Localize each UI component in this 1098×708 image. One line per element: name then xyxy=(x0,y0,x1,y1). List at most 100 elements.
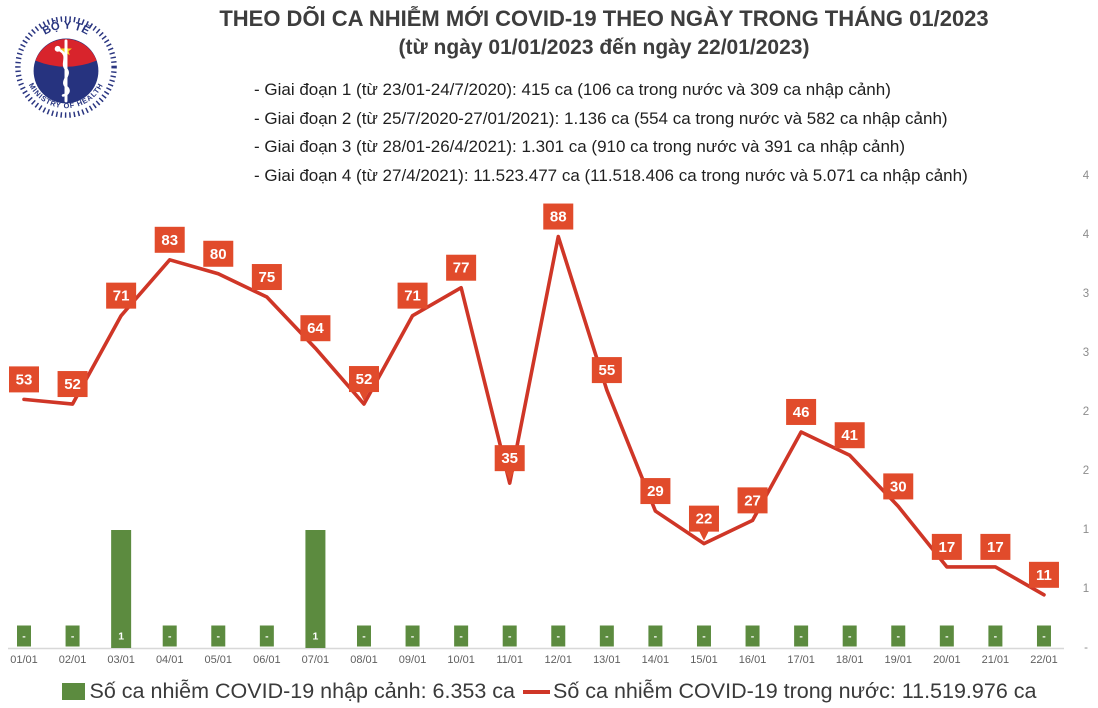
logo-snake-icon xyxy=(56,48,70,97)
stage-notes: - Giai đoạn 1 (từ 23/01-24/7/2020): 415 … xyxy=(254,76,968,190)
x-axis-label: 01/01 xyxy=(10,654,38,666)
data-label: 29 xyxy=(647,483,664,500)
x-axis-label: 08/01 xyxy=(350,654,378,666)
data-label-box xyxy=(543,203,574,230)
stage-note-3: - Giai đoạn 3 (từ 28/01-26/4/2021): 1.30… xyxy=(254,137,906,156)
page-title: THEO DÕI CA NHIỄM MỚI COVID-19 THEO NGÀY… xyxy=(219,6,989,31)
right-axis-label: - xyxy=(1084,642,1088,654)
data-label: 27 xyxy=(744,492,761,509)
data-label: 46 xyxy=(793,404,810,421)
data-label: 53 xyxy=(16,371,33,388)
ministry-of-health-logo: BỘ Y TẾ MINISTRY OF HEALTH xyxy=(15,16,117,118)
x-axis-label: 13/01 xyxy=(593,654,621,666)
right-axis-label: 1 xyxy=(1083,524,1089,536)
bar-label: 1 xyxy=(118,631,124,643)
data-label-pointer xyxy=(504,470,515,481)
legend-label-imported: Số ca nhiễm COVID-19 nhập cảnh: 6.353 ca xyxy=(89,679,516,703)
data-label-pointer xyxy=(698,530,709,541)
bar-label: - xyxy=(411,631,415,643)
bar xyxy=(305,530,326,648)
bar-zero-stub xyxy=(454,625,469,647)
bar-label: - xyxy=(508,631,512,643)
right-axis-label: 4 xyxy=(1083,170,1090,182)
x-axis-label: 18/01 xyxy=(836,654,864,666)
data-label-box xyxy=(300,315,331,342)
logo-snake-head xyxy=(54,45,61,52)
right-axis-label: 3 xyxy=(1083,347,1089,359)
data-label-box xyxy=(397,282,428,309)
legend-line-swatch xyxy=(523,689,551,694)
bar-label: - xyxy=(799,631,803,643)
data-label-pointer xyxy=(358,391,369,402)
bar-zero-stub xyxy=(259,625,274,647)
data-label: 71 xyxy=(113,288,130,305)
data-label: 17 xyxy=(938,539,955,556)
bar-zero-stub xyxy=(939,625,954,647)
data-label: 30 xyxy=(890,478,907,495)
data-label-box xyxy=(640,478,671,505)
bar-zero-stub xyxy=(502,625,517,647)
bar-label: - xyxy=(654,631,658,643)
data-label: 55 xyxy=(598,362,615,379)
data-label-box xyxy=(106,282,137,309)
bar-zero-stub xyxy=(599,625,614,647)
bar-zero-stub xyxy=(842,625,857,647)
x-axis-label: 14/01 xyxy=(642,654,670,666)
bar-zero-stub xyxy=(17,625,31,647)
right-axis-label: 2 xyxy=(1083,406,1089,418)
data-label-box xyxy=(737,487,768,514)
data-label-box xyxy=(57,371,88,398)
x-axis-label: 09/01 xyxy=(399,654,427,666)
x-axis-label: 20/01 xyxy=(933,654,961,666)
bar-zero-stub xyxy=(891,625,906,647)
x-axis-label: 21/01 xyxy=(982,654,1010,666)
data-label-box xyxy=(591,357,622,384)
bar-zero-stub xyxy=(794,625,809,647)
data-label: 52 xyxy=(356,371,373,388)
data-label: 64 xyxy=(307,320,324,337)
bar-label: - xyxy=(557,631,561,643)
bar-zero-stub xyxy=(551,625,566,647)
data-label-box xyxy=(883,473,914,500)
bar-label: - xyxy=(702,631,706,643)
bar xyxy=(111,530,132,648)
data-label-box xyxy=(348,366,379,393)
x-axis-label: 07/01 xyxy=(302,654,330,666)
page-subtitle: (từ ngày 01/01/2023 đến ngày 22/01/2023) xyxy=(398,36,810,59)
x-axis-label: 02/01 xyxy=(59,654,87,666)
bar-label: - xyxy=(945,631,949,643)
data-label: 88 xyxy=(550,209,567,226)
legend-item-domestic: Số ca nhiễm COVID-19 trong nước: 11.519.… xyxy=(523,679,1036,704)
data-label-box xyxy=(688,505,719,532)
bar-label: - xyxy=(71,631,75,643)
bar-zero-stub xyxy=(211,625,226,647)
data-label: 71 xyxy=(404,288,421,305)
x-axis-label: 19/01 xyxy=(884,654,912,666)
legend-item-imported: Số ca nhiễm COVID-19 nhập cảnh: 6.353 ca xyxy=(61,679,516,704)
bar-zero-stub xyxy=(745,625,760,647)
data-label: 35 xyxy=(501,450,518,467)
bar-zero-stub xyxy=(988,625,1003,647)
bar-label: - xyxy=(1042,631,1046,643)
bar-label: - xyxy=(994,631,998,643)
right-axis-label: 4 xyxy=(1083,229,1090,241)
logo-top-text: BỘ Y TẾ xyxy=(41,19,93,38)
covid-line xyxy=(22,234,1046,597)
data-label: 83 xyxy=(161,232,178,249)
data-label-box xyxy=(931,533,962,560)
stage-note-4: - Giai đoạn 4 (từ 27/4/2021): 11.523.477… xyxy=(254,165,968,185)
bar-label: - xyxy=(217,631,221,643)
bar-zero-stub xyxy=(356,625,371,647)
data-label-box xyxy=(834,422,865,449)
x-axis-label: 17/01 xyxy=(787,654,815,666)
legend-bar-swatch xyxy=(61,683,85,700)
x-axis-label: 12/01 xyxy=(545,654,573,666)
legend: Số ca nhiễm COVID-19 nhập cảnh: 6.353 ca… xyxy=(0,679,1098,704)
stage-note-2: - Giai đoạn 2 (từ 25/7/2020-27/01/2021):… xyxy=(254,108,948,128)
x-axis-label: 11/01 xyxy=(496,654,523,666)
data-label: 17 xyxy=(987,539,1004,556)
bar-label: - xyxy=(265,631,269,643)
x-axis-label: 04/01 xyxy=(156,654,184,666)
stage-note-1: - Giai đoạn 1 (từ 23/01-24/7/2020): 415 … xyxy=(254,80,891,99)
bar-zero-stub xyxy=(696,625,711,647)
